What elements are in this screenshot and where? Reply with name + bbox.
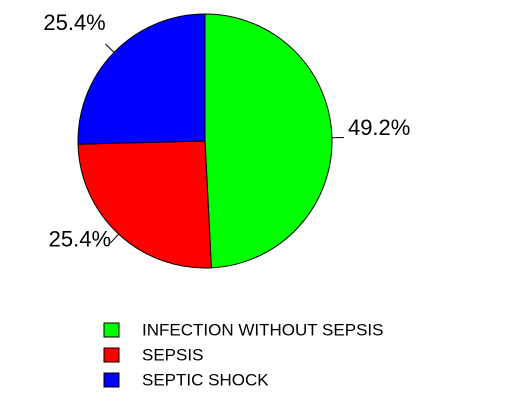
pie-slice (204, 13, 333, 269)
legend-swatch (103, 372, 120, 388)
leader-line (105, 43, 115, 53)
leader-line (110, 233, 120, 244)
legend-swatch (103, 322, 120, 338)
legend-swatch (103, 347, 120, 363)
value-label: 25.4% (49, 227, 111, 252)
value-label: 25.4% (43, 10, 105, 35)
value-label: 49.2% (348, 115, 410, 140)
legend-label: SEPTIC SHOCK (142, 370, 269, 389)
legend-label: SEPSIS (142, 345, 203, 364)
legend-label: INFECTION WITHOUT SEPSIS (142, 320, 383, 339)
